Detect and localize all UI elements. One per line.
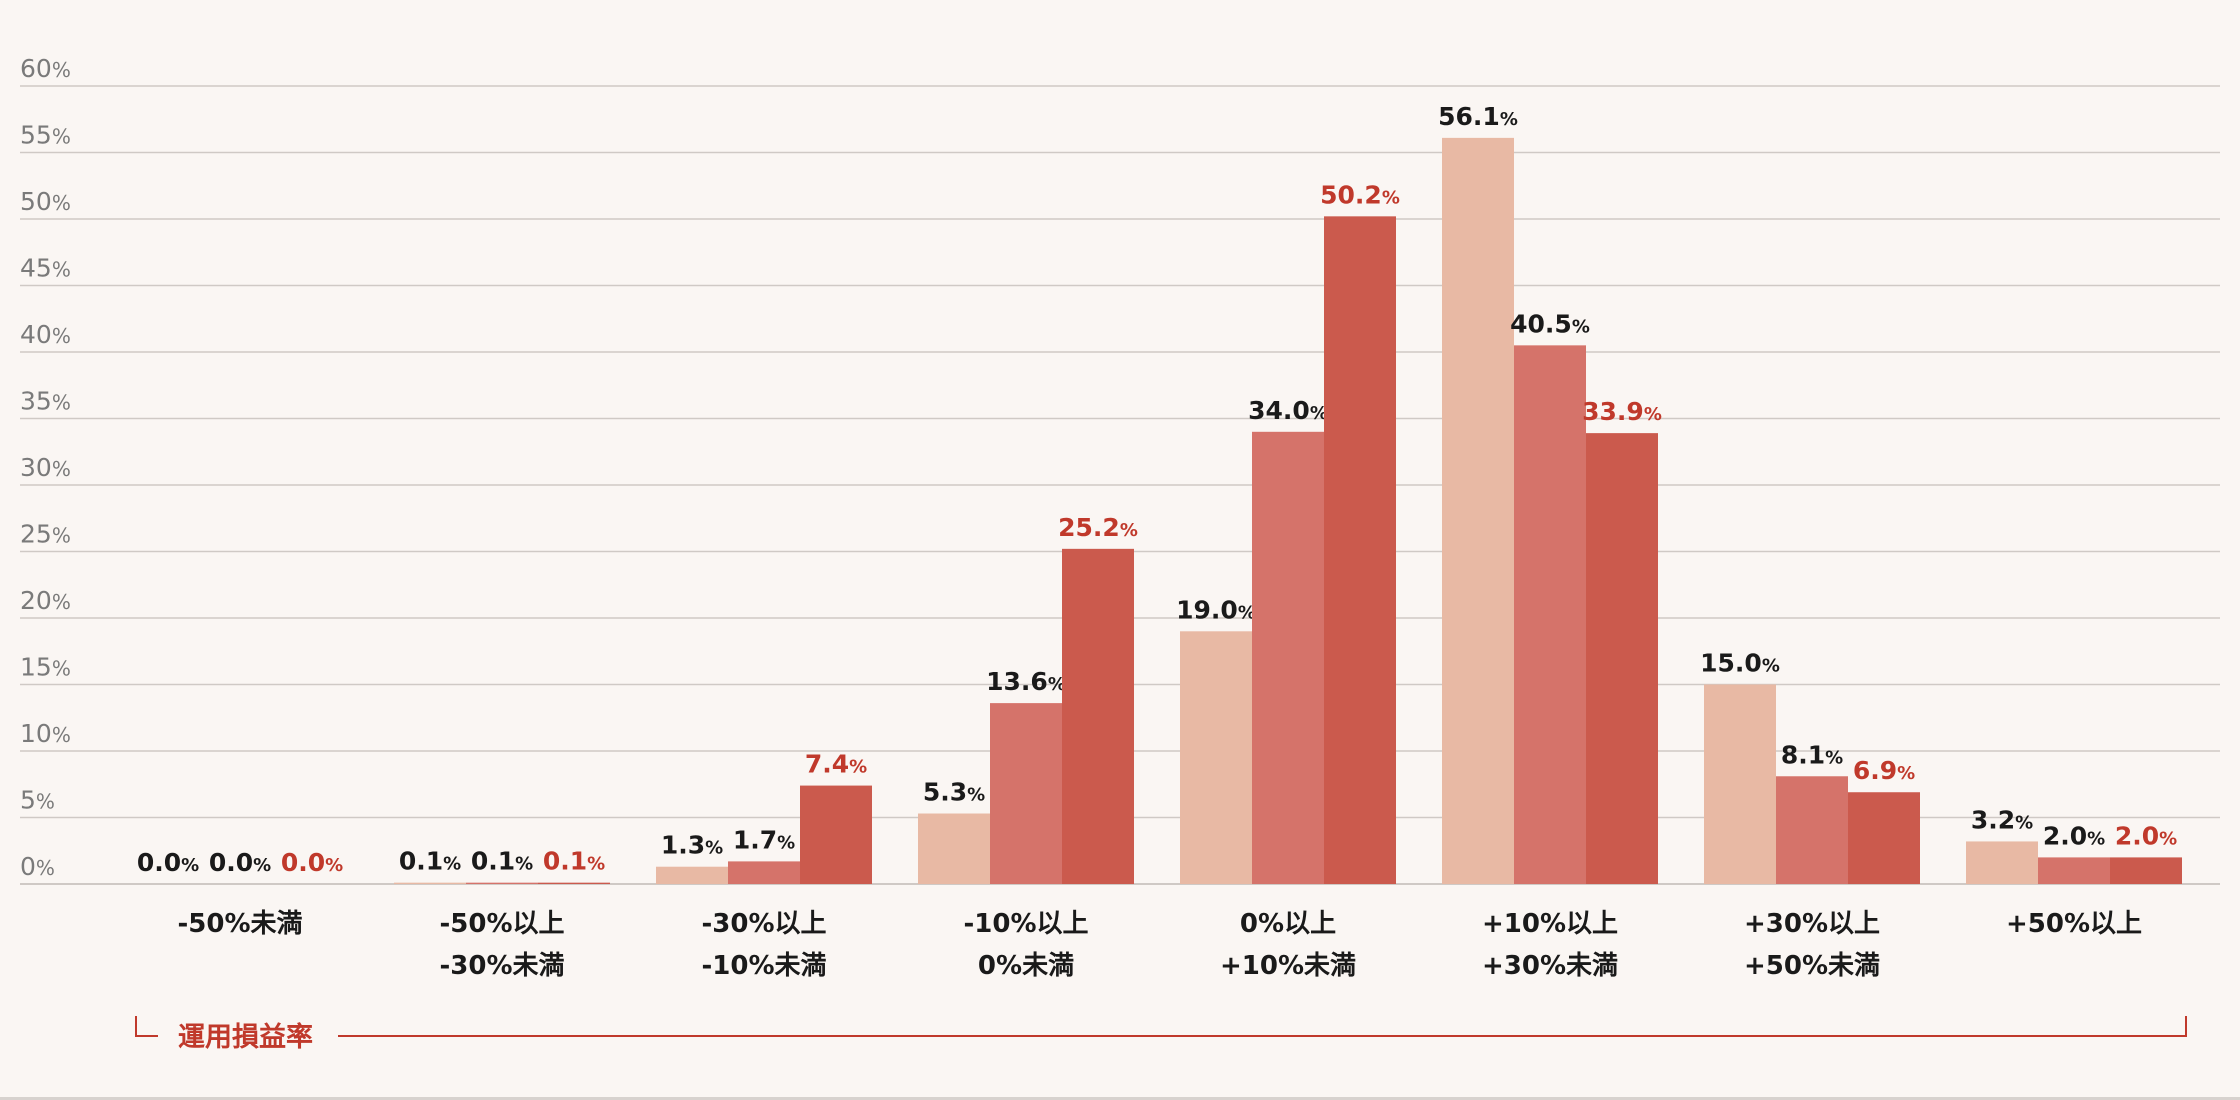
category-label: -50%未満	[177, 909, 302, 939]
bar	[1324, 216, 1396, 885]
y-tick-label: 25%	[20, 520, 71, 549]
y-tick-label: 50%	[20, 187, 71, 216]
category-label: +50%以上	[2006, 909, 2142, 939]
y-tick-label: 40%	[20, 320, 71, 349]
bar	[918, 813, 990, 884]
category-label: +30%以上	[1744, 909, 1880, 939]
value-label: 33.9%	[1582, 397, 1662, 426]
value-label: 50.2%	[1320, 180, 1400, 209]
y-tick-label: 15%	[20, 653, 71, 682]
value-label: 2.0%	[2043, 821, 2105, 850]
category-label: -30%未満	[439, 951, 564, 981]
value-label: 1.3%	[661, 831, 723, 860]
value-label: 34.0%	[1248, 396, 1328, 425]
bar	[800, 785, 872, 884]
axis-bracket-left	[135, 1016, 158, 1037]
y-tick-label: 30%	[20, 453, 71, 482]
category-label: +10%未満	[1220, 951, 1356, 981]
value-label: 5.3%	[923, 778, 985, 807]
value-label: 0.1%	[471, 847, 533, 876]
y-tick-label: 45%	[20, 254, 71, 283]
value-label: 0.0%	[209, 848, 271, 877]
value-label: 2.0%	[2115, 821, 2177, 850]
category-label: +10%以上	[1482, 909, 1618, 939]
value-label: 0.1%	[543, 847, 605, 876]
category-label: 0%未満	[978, 951, 1074, 981]
value-label: 19.0%	[1176, 595, 1256, 624]
value-label: 56.1%	[1438, 102, 1518, 131]
bar	[538, 882, 610, 884]
y-tick-label: 55%	[20, 121, 71, 150]
bar	[1848, 792, 1920, 884]
bar	[466, 882, 538, 884]
x-axis-title: 運用損益率	[178, 1021, 313, 1053]
value-label: 25.2%	[1058, 513, 1138, 542]
bar	[656, 866, 728, 884]
value-label: 13.6%	[986, 667, 1066, 696]
category-label: -10%未満	[701, 951, 826, 981]
bar	[1062, 548, 1134, 884]
value-label: 6.9%	[1853, 756, 1915, 785]
y-tick-label: 0%	[20, 852, 55, 881]
category-label: +50%未満	[1744, 951, 1880, 981]
bar	[1586, 433, 1658, 884]
bottom-divider	[0, 1097, 2240, 1100]
bar	[1442, 137, 1514, 884]
value-label: 1.7%	[733, 825, 795, 854]
bar	[394, 882, 466, 884]
y-tick-label: 60%	[20, 54, 71, 83]
value-label: 0.0%	[137, 848, 199, 877]
category-label: -50%以上	[439, 909, 564, 939]
bar	[2110, 857, 2182, 884]
bar	[2038, 857, 2110, 884]
bar	[990, 703, 1062, 884]
value-label: 8.1%	[1781, 740, 1843, 769]
category-label: 0%以上	[1240, 909, 1336, 939]
bar	[1704, 684, 1776, 884]
category-label: -10%以上	[963, 909, 1088, 939]
value-label: 0.1%	[399, 847, 461, 876]
value-label: 7.4%	[805, 750, 867, 779]
bar	[1252, 431, 1324, 884]
bar	[728, 861, 800, 884]
bar	[1776, 776, 1848, 884]
value-label: 40.5%	[1510, 309, 1590, 338]
category-label: +30%未満	[1482, 951, 1618, 981]
y-tick-label: 10%	[20, 719, 71, 748]
value-label: 0.0%	[281, 848, 343, 877]
category-label: -30%以上	[701, 909, 826, 939]
y-tick-label: 5%	[20, 786, 55, 815]
bar	[1180, 631, 1252, 884]
bar	[1966, 841, 2038, 884]
axis-bracket-line	[338, 1016, 2187, 1037]
y-tick-label: 35%	[20, 387, 71, 416]
value-label: 15.0%	[1700, 649, 1780, 678]
y-tick-label: 20%	[20, 586, 71, 615]
bar	[1514, 345, 1586, 885]
value-label: 3.2%	[1971, 805, 2033, 834]
